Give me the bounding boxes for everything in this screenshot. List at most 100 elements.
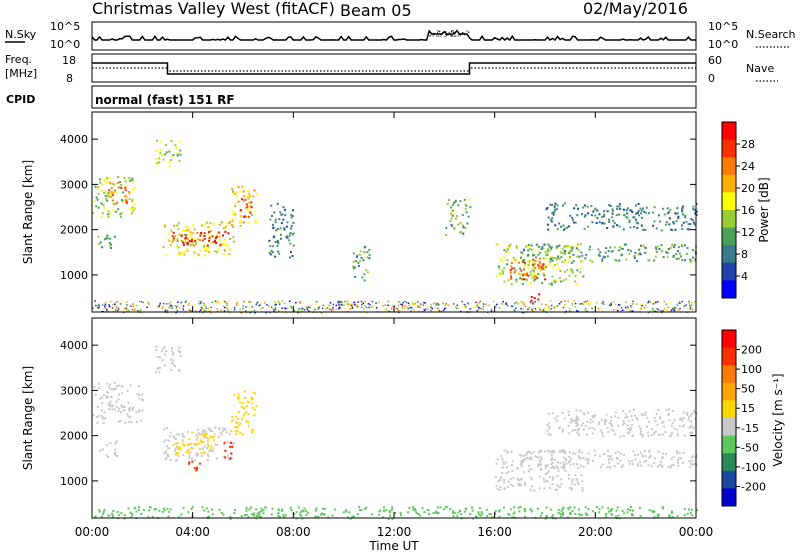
power-point	[681, 224, 683, 227]
velocity-point	[631, 418, 634, 421]
power-point	[230, 224, 233, 227]
power-point	[385, 308, 388, 310]
power-point	[527, 266, 530, 269]
velocity-point	[102, 512, 105, 515]
power-point	[96, 198, 99, 201]
power-point	[176, 305, 178, 308]
velocity-point	[127, 401, 130, 404]
power-point	[622, 214, 625, 217]
power-point	[245, 206, 248, 209]
power-point	[555, 279, 558, 282]
power-point	[647, 212, 650, 215]
velocity-point	[511, 460, 514, 463]
power-point	[276, 228, 279, 230]
power-point	[199, 234, 202, 237]
velocity-point	[220, 433, 223, 436]
power-point	[175, 307, 178, 309]
velocity-point	[198, 448, 201, 451]
velocity-point	[658, 514, 660, 517]
velocity-point	[605, 516, 607, 519]
power-point	[131, 179, 134, 181]
power-point	[283, 228, 286, 231]
velocity-point	[614, 452, 617, 455]
velocity-point	[100, 415, 103, 417]
velocity-point	[592, 416, 595, 419]
velocity-point	[601, 434, 604, 437]
power-point	[338, 307, 340, 310]
power-point	[127, 308, 129, 310]
velocity-point	[230, 452, 233, 455]
noise-search-dot	[436, 35, 438, 37]
power-point	[461, 300, 463, 303]
velocity-point	[108, 402, 111, 405]
velocity-point	[195, 452, 198, 455]
velocity-point	[239, 422, 242, 425]
velocity-point	[475, 516, 478, 519]
cpid-label: CPID	[6, 93, 35, 106]
power-point	[184, 238, 187, 241]
power-point	[159, 149, 162, 152]
velocity-point	[580, 424, 583, 427]
velocity-point	[122, 409, 125, 412]
power-point	[274, 255, 277, 258]
power-point	[224, 230, 227, 233]
velocity-point	[277, 512, 280, 514]
x-tick-label: 00:00	[75, 525, 110, 539]
power-point	[163, 224, 166, 227]
power-point	[126, 304, 128, 306]
velocity-point	[653, 417, 656, 420]
power-point	[146, 306, 148, 308]
velocity-point	[202, 441, 205, 444]
velocity-point	[290, 509, 293, 511]
power-point	[678, 309, 680, 311]
velocity-point	[668, 419, 671, 422]
velocity-point	[623, 453, 625, 456]
velocity-point	[503, 479, 505, 481]
power-point	[675, 307, 677, 309]
velocity-point	[622, 420, 625, 423]
power-point	[514, 259, 517, 261]
velocity-point	[486, 515, 488, 518]
velocity-point	[647, 464, 650, 467]
power-point	[618, 249, 621, 252]
power-point	[536, 277, 539, 280]
power-point	[608, 218, 611, 221]
power-scatter	[92, 139, 698, 314]
noise-sky-line	[91, 29, 696, 42]
power-point	[505, 302, 507, 304]
velocity-point	[118, 514, 121, 517]
velocity-point	[552, 465, 554, 468]
power-point	[409, 306, 411, 309]
power-point	[238, 221, 241, 224]
velocity-point	[670, 434, 673, 437]
power-point	[660, 244, 663, 247]
power-point	[171, 235, 174, 237]
power-point	[657, 245, 660, 248]
velocity-point	[98, 509, 101, 512]
velocity-point	[653, 432, 656, 435]
velocity-point	[172, 443, 175, 446]
power-point	[519, 258, 522, 261]
power-point	[288, 300, 291, 302]
velocity-point	[576, 417, 579, 420]
power-point	[605, 247, 608, 250]
power-point	[431, 307, 433, 310]
power-point	[115, 306, 118, 309]
power-point	[672, 221, 675, 223]
power-point	[530, 302, 532, 305]
power-point	[219, 244, 222, 247]
velocity-point	[530, 452, 533, 455]
velocity-point	[643, 414, 646, 416]
velocity-point	[578, 449, 581, 452]
velocity-point	[567, 414, 570, 416]
power-point	[689, 307, 692, 309]
power-point	[677, 246, 680, 249]
velocity-point	[419, 514, 422, 517]
power-point	[276, 202, 279, 205]
velocity-point	[233, 393, 236, 396]
power-point	[545, 207, 548, 210]
velocity-point	[626, 424, 629, 427]
velocity-point	[552, 450, 555, 453]
noise-search-dot	[450, 35, 452, 37]
power-point	[148, 303, 151, 306]
